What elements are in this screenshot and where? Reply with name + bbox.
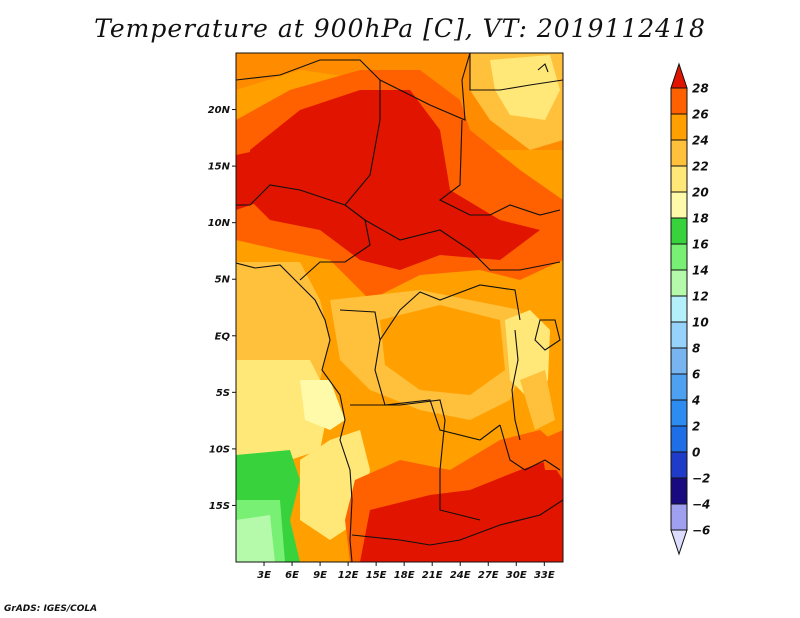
colorbar-swatch bbox=[670, 477, 688, 505]
temperature-field bbox=[236, 53, 563, 562]
latitude-axis: 20N 15N 10N 5N EQ 5S 10S 15S bbox=[208, 105, 236, 512]
colorbar-swatch bbox=[670, 373, 688, 401]
colorbar-swatch bbox=[670, 191, 688, 219]
lat-tick-label: 5N bbox=[215, 275, 231, 286]
lat-tick-label: 15S bbox=[209, 501, 230, 512]
lat-tick-label: 10N bbox=[208, 218, 231, 229]
lat-tick-label: EQ bbox=[215, 331, 231, 342]
colorbar-swatch bbox=[670, 243, 688, 271]
colorbar-label: 20 bbox=[692, 186, 709, 200]
colorbar-swatch bbox=[670, 295, 688, 323]
colorbar-label: 8 bbox=[692, 342, 700, 356]
colorbar-swatch bbox=[670, 87, 688, 115]
lon-tick-label: 3E bbox=[257, 570, 271, 581]
colorbar-top-arrow bbox=[670, 62, 688, 89]
lat-tick-label: 10S bbox=[209, 444, 230, 455]
colorbar-label: 0 bbox=[692, 446, 700, 460]
colorbar-label: 28 bbox=[692, 82, 709, 96]
lat-tick-label: 5S bbox=[216, 388, 230, 399]
colorbar-swatch bbox=[670, 321, 688, 349]
colorbar-bottom-arrow bbox=[670, 529, 688, 556]
colorbar-label: −6 bbox=[692, 524, 710, 538]
colorbar-swatch bbox=[670, 113, 688, 141]
colorbar-label: 24 bbox=[692, 134, 709, 148]
colorbar-swatch bbox=[670, 139, 688, 167]
map-title: Temperature at 900hPa [C], VT: 201911241… bbox=[94, 14, 706, 43]
colorbar-label: 4 bbox=[691, 394, 700, 408]
lon-tick-label: 18E bbox=[394, 570, 415, 581]
lon-tick-label: 24E bbox=[450, 570, 471, 581]
colorbar-label: −4 bbox=[692, 498, 710, 512]
longitude-axis: 3E 6E 9E 12E 15E 18E 21E 24E 27E 30E 33E bbox=[257, 562, 555, 581]
lon-tick-label: 33E bbox=[534, 570, 555, 581]
lon-tick-label: 9E bbox=[313, 570, 327, 581]
colorbar-label: 16 bbox=[692, 238, 709, 252]
lat-tick-label: 20N bbox=[208, 105, 231, 116]
colorbar-swatch bbox=[670, 503, 688, 531]
colorbar-label: 12 bbox=[692, 290, 709, 304]
colorbar-swatch bbox=[670, 269, 688, 297]
lon-tick-label: 21E bbox=[422, 570, 443, 581]
colorbar-label: 26 bbox=[692, 108, 709, 122]
colorbar-label: 22 bbox=[692, 160, 709, 174]
colorbar-label: 2 bbox=[692, 420, 700, 434]
lon-tick-label: 15E bbox=[366, 570, 387, 581]
colorbar-label: 6 bbox=[692, 368, 700, 382]
colorbar-swatch bbox=[670, 217, 688, 245]
colorbar-swatch bbox=[670, 451, 688, 479]
colorbar-label: −2 bbox=[692, 472, 710, 486]
colorbar-swatch bbox=[670, 425, 688, 453]
lon-tick-label: 12E bbox=[338, 570, 359, 581]
colorbar-swatch bbox=[670, 399, 688, 427]
map-frame bbox=[235, 52, 564, 563]
borders bbox=[236, 53, 563, 562]
lon-tick-label: 30E bbox=[506, 570, 527, 581]
credit-text: GrADS: IGES/COLA bbox=[4, 604, 98, 614]
lon-tick-label: 27E bbox=[478, 570, 499, 581]
colorbar-label: 10 bbox=[692, 316, 709, 330]
colorbar-label: 18 bbox=[692, 212, 709, 226]
colorbar-swatch bbox=[670, 165, 688, 193]
colorbar-label: 14 bbox=[692, 264, 709, 278]
lon-tick-label: 6E bbox=[285, 570, 299, 581]
colorbar-swatch bbox=[670, 347, 688, 375]
map-panel bbox=[235, 52, 564, 563]
lat-tick-label: 15N bbox=[208, 162, 231, 173]
